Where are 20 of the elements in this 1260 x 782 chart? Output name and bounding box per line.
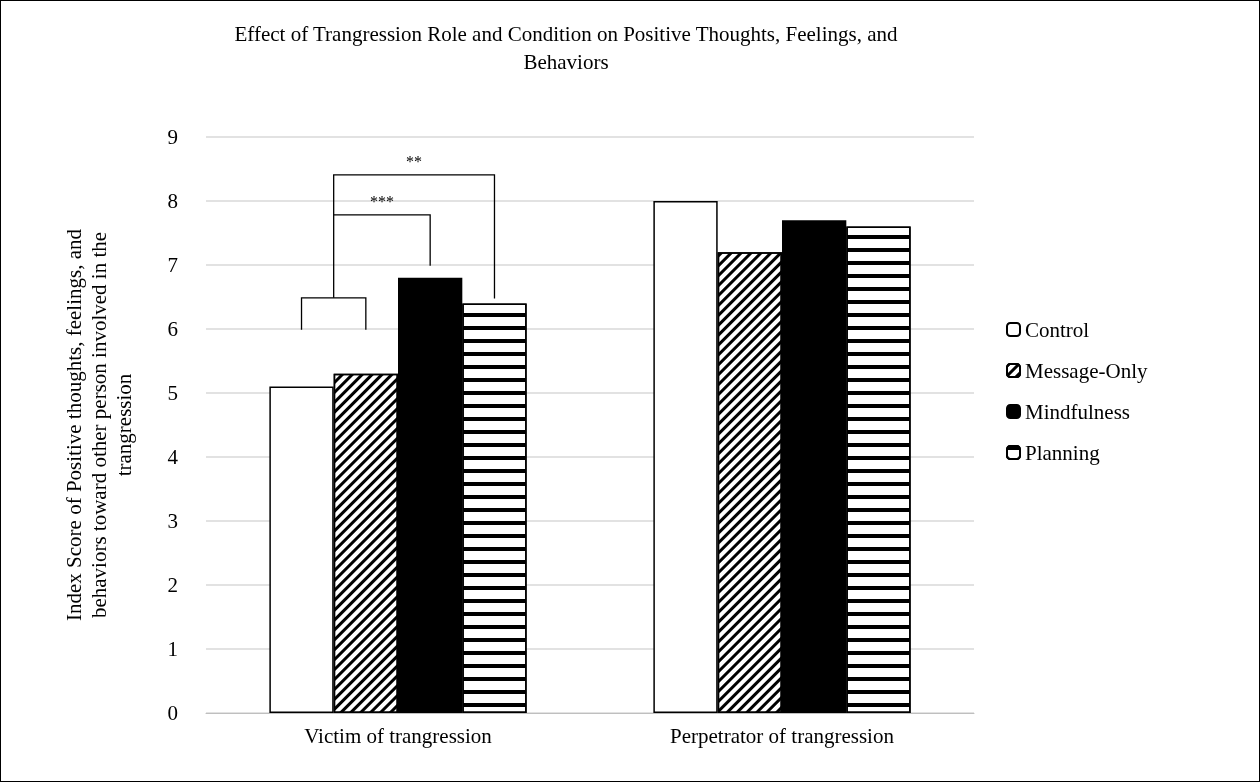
- y-tick-label: 6: [167, 317, 178, 341]
- y-tick-label: 5: [167, 381, 178, 405]
- legend-label: Message-Only: [1025, 358, 1148, 383]
- y-tick-label: 7: [167, 253, 178, 277]
- y-tick-label: 1: [167, 637, 178, 661]
- annotation: **: [406, 152, 423, 170]
- annotation: ***: [369, 192, 394, 210]
- y-tick-label: 9: [167, 125, 178, 149]
- y-tick-label: 3: [167, 509, 178, 533]
- chart-title: Effect of Trangression Role and Condition on Positive Thoughts, Feelings, and Behaviors: [234, 22, 899, 74]
- y-axis-title: Index Score of Positive thoughts, feelings, and behaviors toward other person involved in the trangression: [61, 228, 136, 621]
- y-tick-label: 0: [167, 701, 178, 725]
- y-tick-label: 8: [167, 189, 178, 213]
- y-tick-label: 4: [167, 445, 179, 469]
- legend-label: Mindfulness: [1025, 399, 1130, 424]
- x-tick-label: Victim of trangression: [304, 723, 493, 748]
- y-tick-label: 2: [167, 573, 178, 597]
- x-tick-label: Perpetrator of trangression: [670, 723, 895, 748]
- legend-label: Planning: [1025, 440, 1101, 465]
- legend-label: Control: [1025, 317, 1090, 342]
